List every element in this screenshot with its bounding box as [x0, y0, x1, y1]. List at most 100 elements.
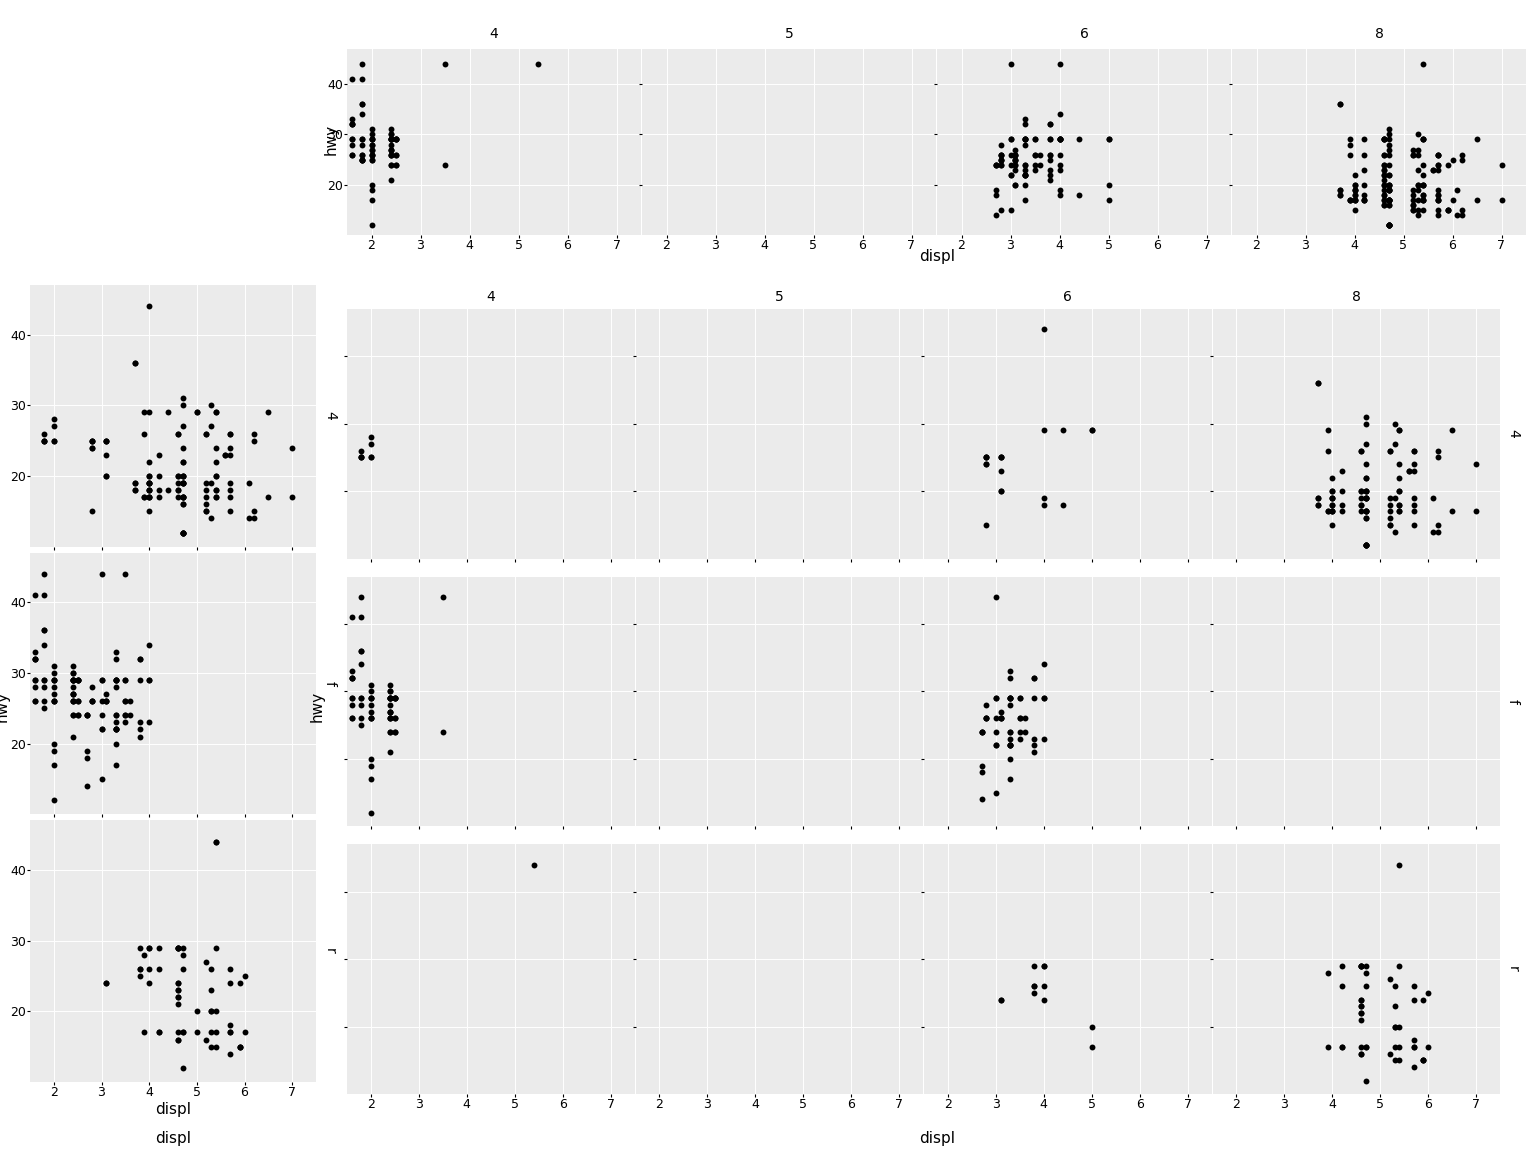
Point	[1012, 175, 1037, 194]
Point	[1376, 145, 1401, 164]
Point	[94, 685, 118, 704]
Text: 4: 4	[323, 411, 336, 420]
Point	[1372, 185, 1396, 204]
Point	[103, 670, 127, 689]
Text: 4: 4	[487, 290, 495, 304]
Point	[998, 770, 1023, 788]
Point	[1412, 1051, 1436, 1069]
Point	[1023, 130, 1048, 149]
Point	[998, 736, 1023, 755]
Point	[1012, 130, 1037, 149]
Point	[218, 480, 243, 499]
Point	[198, 1023, 223, 1041]
Point	[166, 480, 190, 499]
Point	[1003, 151, 1028, 169]
Point	[1327, 185, 1352, 204]
Point	[1353, 956, 1378, 975]
Point	[1080, 1017, 1104, 1036]
Point	[1353, 502, 1378, 521]
Point	[146, 1023, 170, 1041]
Point	[1319, 469, 1344, 487]
Point	[1353, 509, 1378, 528]
Point	[1378, 441, 1402, 460]
Point	[998, 750, 1023, 768]
Point	[103, 706, 127, 725]
Point	[379, 135, 404, 153]
Point	[1372, 160, 1396, 179]
Text: displ: displ	[155, 1130, 190, 1145]
Point	[60, 670, 84, 689]
Point	[1353, 482, 1378, 500]
Point	[146, 939, 170, 957]
Point	[359, 689, 384, 707]
Point	[1401, 141, 1425, 159]
Point	[1425, 190, 1450, 209]
Point	[1003, 141, 1028, 159]
Point	[1342, 200, 1367, 219]
Point	[170, 473, 195, 492]
Text: hwy: hwy	[0, 691, 11, 722]
Point	[384, 130, 409, 149]
Point	[41, 734, 66, 752]
Point	[118, 706, 143, 725]
Point	[1003, 175, 1028, 194]
Point	[1353, 536, 1378, 554]
Point	[66, 670, 91, 689]
Point	[359, 689, 384, 707]
Point	[204, 488, 229, 507]
Point	[1421, 160, 1445, 179]
Point	[359, 710, 384, 728]
Point	[1401, 455, 1425, 473]
Point	[382, 689, 407, 707]
Point	[80, 431, 104, 449]
Point	[137, 297, 161, 316]
Point	[349, 715, 373, 734]
Point	[998, 722, 1023, 741]
Point	[170, 389, 195, 408]
Point	[1401, 200, 1425, 219]
Point	[114, 706, 138, 725]
Point	[969, 757, 994, 775]
Point	[1080, 422, 1104, 440]
Point	[137, 473, 161, 492]
Point	[359, 151, 384, 169]
Point	[1012, 190, 1037, 209]
Point	[1048, 145, 1072, 164]
Point	[998, 722, 1023, 741]
Point	[75, 706, 100, 725]
Point	[1330, 977, 1355, 995]
Point	[1315, 502, 1339, 521]
Point	[525, 55, 550, 74]
Point	[66, 706, 91, 725]
Point	[89, 720, 114, 738]
Point	[60, 670, 84, 689]
Point	[60, 670, 84, 689]
Point	[1037, 115, 1061, 134]
Point	[232, 967, 257, 985]
Point	[1349, 495, 1373, 514]
Point	[1032, 729, 1057, 748]
Point	[137, 636, 161, 654]
Point	[1376, 156, 1401, 174]
Point	[974, 516, 998, 535]
Point	[1353, 509, 1378, 528]
Point	[123, 473, 147, 492]
Point	[218, 424, 243, 442]
Point	[1023, 145, 1048, 164]
Point	[166, 424, 190, 442]
Point	[1338, 130, 1362, 149]
Point	[1353, 482, 1378, 500]
Point	[382, 710, 407, 728]
Text: 6: 6	[1063, 290, 1072, 304]
Point	[94, 467, 118, 485]
Point	[1349, 482, 1373, 500]
Point	[1012, 160, 1037, 179]
Point	[349, 96, 373, 114]
Point	[359, 448, 384, 467]
Point	[137, 488, 161, 507]
Point	[988, 448, 1012, 467]
Point	[1441, 190, 1465, 209]
Point	[1315, 1038, 1339, 1056]
Point	[1306, 495, 1330, 514]
Point	[1353, 455, 1378, 473]
